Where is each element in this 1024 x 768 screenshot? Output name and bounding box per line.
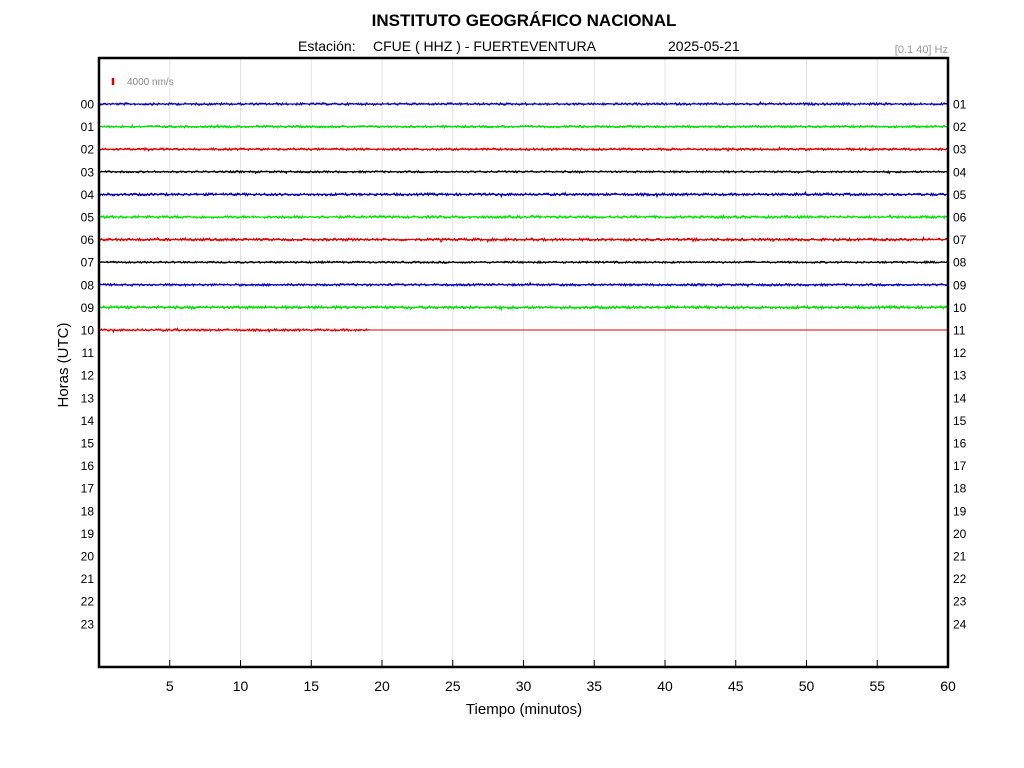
y-tick-label-left: 12 — [81, 369, 95, 383]
y-tick-label-left: 18 — [81, 504, 95, 518]
y-tick-label-right: 15 — [953, 414, 967, 428]
y-tick-label-left: 16 — [81, 459, 95, 473]
y-tick-label-right: 01 — [953, 98, 967, 112]
y-tick-label-right: 20 — [953, 527, 967, 541]
y-tick-label-left: 17 — [81, 482, 95, 496]
y-tick-label-right: 09 — [953, 278, 967, 292]
x-tick-label: 60 — [940, 678, 956, 694]
y-tick-label-left: 15 — [81, 437, 95, 451]
y-tick-label-left: 22 — [81, 595, 95, 609]
y-tick-label-right: 07 — [953, 233, 967, 247]
traces-group — [98, 100, 949, 334]
y-ticks-right: 01 02 03 04 05 06 07 08 09 10 11 12 13 14 15 16 17 18 19 20… — [953, 98, 967, 632]
x-axis-label: Tiempo (minutos) — [466, 701, 582, 718]
y-tick-label-left: 07 — [81, 256, 95, 270]
y-tick-label-right: 10 — [953, 301, 967, 315]
x-tick-label: 55 — [869, 678, 885, 694]
y-tick-label-left: 19 — [81, 527, 95, 541]
y-tick-label-right: 12 — [953, 346, 967, 360]
x-tick-label: 35 — [586, 678, 602, 694]
y-tick-label-left: 00 — [81, 98, 95, 112]
y-tick-label-right: 02 — [953, 120, 967, 134]
chart-date: 2025-05-21 — [668, 38, 740, 54]
y-tick-label-right: 22 — [953, 572, 967, 586]
vertical-grid — [169, 58, 878, 667]
y-tick-label-right: 04 — [953, 165, 967, 179]
x-tick-label: 45 — [728, 678, 744, 694]
y-tick-label-right: 23 — [953, 595, 967, 609]
y-tick-label-right: 17 — [953, 459, 967, 473]
y-tick-label-left: 01 — [81, 120, 95, 134]
y-tick-label-left: 06 — [81, 233, 95, 247]
y-tick-label-right: 05 — [953, 188, 967, 202]
y-tick-label-left: 04 — [81, 188, 95, 202]
y-tick-label-left: 08 — [81, 278, 95, 292]
y-tick-label-right: 11 — [953, 324, 966, 338]
chart-title: INSTITUTO GEOGRÁFICO NACIONAL — [372, 11, 677, 30]
y-tick-label-right: 06 — [953, 211, 967, 225]
y-tick-label-left: 13 — [81, 391, 95, 405]
y-tick-label-left: 23 — [81, 617, 95, 631]
y-tick-label-right: 24 — [953, 617, 967, 631]
filter-band: [0.1 40] Hz — [895, 44, 948, 56]
y-tick-label-left: 05 — [81, 211, 95, 225]
y-tick-label-right: 13 — [953, 369, 967, 383]
x-tick-label: 25 — [445, 678, 461, 694]
y-tick-label-left: 14 — [81, 414, 95, 428]
x-tick-label: 50 — [799, 678, 815, 694]
y-tick-label-left: 11 — [82, 346, 95, 360]
y-tick-label-left: 02 — [81, 143, 95, 157]
y-tick-label-right: 08 — [953, 256, 967, 270]
x-ticks: 5 10 15 20 25 30 35 40 45 50 55 60 — [166, 660, 956, 694]
x-tick-label: 10 — [233, 678, 249, 694]
y-tick-label-right: 18 — [953, 482, 967, 496]
y-tick-label-right: 14 — [953, 391, 967, 405]
y-tick-label-left: 21 — [81, 572, 95, 586]
y-tick-label-right: 21 — [953, 550, 967, 564]
x-tick-label: 30 — [516, 678, 532, 694]
x-tick-label: 40 — [657, 678, 673, 694]
y-tick-label-left: 20 — [81, 550, 95, 564]
x-tick-label: 5 — [166, 678, 174, 694]
y-tick-label-left: 03 — [81, 165, 95, 179]
x-tick-label: 20 — [374, 678, 390, 694]
y-tick-label-right: 03 — [953, 143, 967, 157]
y-tick-label-right: 19 — [953, 504, 967, 518]
y-axis-label: Horas (UTC) — [55, 322, 72, 407]
y-ticks-left: 00 01 02 03 04 05 06 07 08 09 10 11 12 13 14 15 16 17 18 19… — [81, 98, 95, 632]
scale-label: 4000 nm/s — [127, 77, 174, 88]
station-label: Estación: — [298, 38, 356, 54]
station-name: CFUE ( HHZ ) - FUERTEVENTURA — [373, 38, 597, 54]
y-tick-label-left: 10 — [81, 324, 95, 338]
y-tick-label-right: 16 — [953, 437, 967, 451]
y-tick-label-left: 09 — [81, 301, 95, 315]
x-tick-label: 15 — [303, 678, 319, 694]
